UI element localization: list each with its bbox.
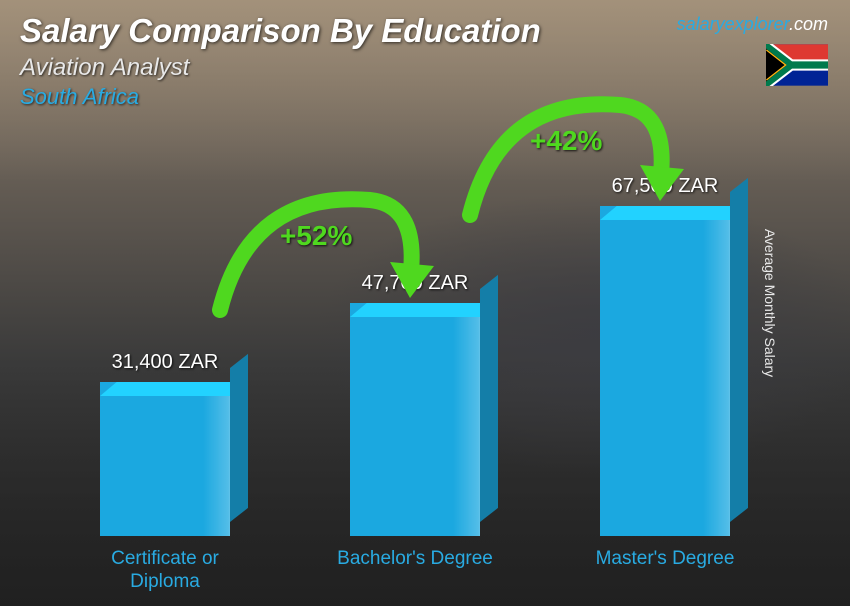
bar-label: Master's Degree	[575, 548, 755, 594]
bar-value: 67,500 ZAR	[612, 175, 719, 198]
bar-group: 47,700 ZAR	[325, 272, 505, 536]
brand-watermark: salaryexplorer.com	[677, 14, 828, 35]
bar-group: 31,400 ZAR	[75, 351, 255, 536]
bar	[600, 206, 730, 536]
bar	[100, 382, 230, 536]
bar-value: 31,400 ZAR	[112, 351, 219, 374]
brand-suffix: .com	[789, 14, 828, 34]
bar-label: Bachelor's Degree	[325, 548, 505, 594]
bar-value: 47,700 ZAR	[362, 272, 469, 295]
brand-name: salaryexplorer	[677, 14, 789, 34]
bar-group: 67,500 ZAR	[575, 175, 755, 536]
bar-chart: 31,400 ZAR 47,700 ZAR 67,500 ZAR	[40, 116, 790, 536]
x-axis-labels: Certificate or Diploma Bachelor's Degree M…	[40, 548, 790, 594]
bar	[350, 303, 480, 536]
bar-label: Certificate or Diploma	[75, 548, 255, 594]
flag-icon	[766, 44, 828, 86]
chart-location: South Africa	[20, 84, 830, 110]
chart-subtitle: Aviation Analyst	[20, 54, 830, 82]
